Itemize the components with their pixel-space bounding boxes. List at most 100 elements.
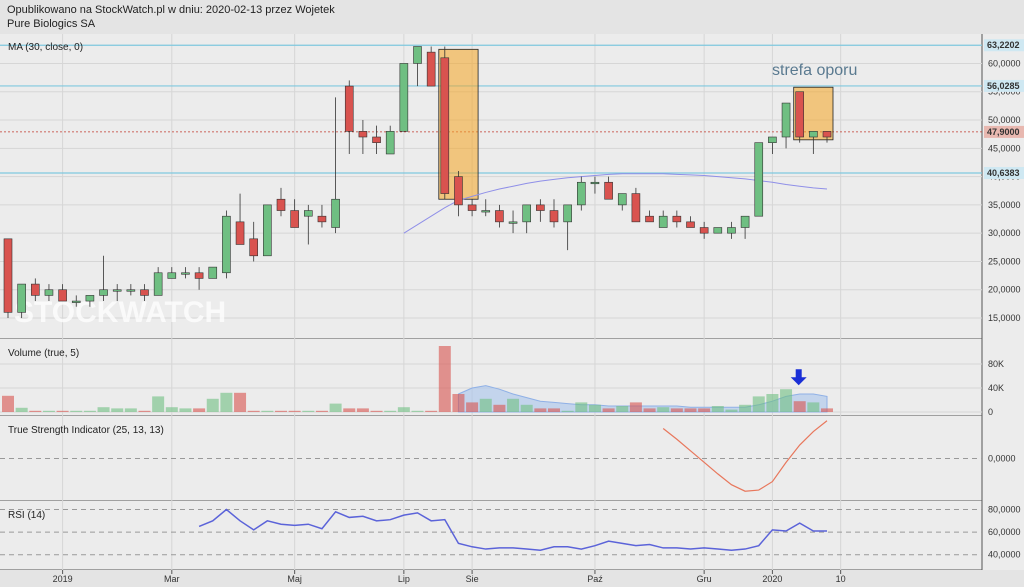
candle-body (631, 193, 641, 223)
candle-body (426, 51, 436, 87)
candle-body (563, 204, 572, 223)
candle-body (44, 289, 54, 296)
volume-bar (343, 408, 356, 412)
watermark-text: STOCKWATCH (14, 296, 226, 329)
volume-tick-label: 0 (988, 407, 993, 417)
time-axis-label: Gru (697, 574, 712, 584)
volume-bar (56, 410, 69, 412)
time-axis-label: 2020 (762, 574, 782, 584)
candle-body (645, 215, 654, 223)
candle-body (795, 91, 805, 138)
volume-bar (684, 408, 697, 412)
rsi-tick-label: 60,0000 (988, 527, 1021, 537)
candle-body (454, 176, 463, 206)
candle-body (58, 289, 67, 302)
candle-body (85, 295, 95, 302)
candle-body (263, 204, 272, 257)
candle-body (317, 215, 327, 223)
candle-body (222, 215, 231, 274)
volume-bar (657, 407, 670, 412)
volume-bar (766, 394, 779, 412)
tsi-line (662, 420, 828, 492)
volume-bar (70, 410, 83, 412)
volume-bar (275, 410, 287, 412)
candle-body (399, 63, 409, 132)
volume-bar (698, 408, 711, 412)
volume-bar (152, 396, 165, 412)
candle-body (372, 136, 381, 143)
candle-body (153, 272, 163, 296)
rsi-tick-label: 40,0000 (988, 550, 1021, 560)
candle-body (194, 272, 204, 279)
pane-title: RSI (14) (8, 510, 45, 521)
level-label: 40,6383 (987, 168, 1020, 178)
volume-bar (2, 395, 14, 412)
volume-bar (124, 408, 137, 412)
volume-bar (752, 396, 765, 412)
candle-body (249, 238, 258, 257)
volume-bar (725, 409, 738, 412)
candle-body (522, 204, 532, 223)
candle-body (672, 215, 682, 223)
candle-body (536, 204, 545, 211)
volume-bar (507, 398, 520, 412)
candle-body (358, 131, 368, 138)
volume-bar (602, 408, 615, 412)
price-tick-label: 35,0000 (988, 200, 1021, 210)
candle-body (290, 210, 299, 228)
candle-body (112, 289, 122, 292)
volume-bar (711, 406, 724, 412)
volume-average-area (457, 385, 828, 413)
candle-body (276, 198, 286, 211)
volume-bar (520, 404, 533, 412)
volume-bar (97, 407, 110, 412)
candle-body (617, 193, 627, 206)
volume-bar (329, 403, 342, 412)
volume-bar (739, 404, 752, 412)
candle-body (99, 289, 108, 296)
volume-bar (247, 410, 260, 412)
chart-annotation: strefa oporu (772, 62, 857, 79)
volume-bar (397, 407, 410, 412)
current-price-label-background (984, 125, 1024, 138)
pane-background-3 (0, 501, 982, 570)
rsi-line (198, 508, 827, 551)
volume-bar (493, 404, 506, 412)
candle-body (467, 204, 477, 211)
rsi-tick-label: 80,0000 (988, 505, 1021, 515)
candle-body (658, 215, 668, 228)
candle-body (140, 289, 149, 296)
candle-body (740, 215, 750, 228)
volume-bar (302, 410, 315, 412)
time-axis-label: Maj (287, 574, 302, 584)
candle-body (508, 221, 518, 224)
volume-bar (179, 408, 192, 412)
candle-body (71, 300, 81, 303)
volume-bar (452, 394, 465, 412)
time-axis-label: Sie (466, 574, 479, 584)
candle-body (768, 136, 777, 143)
candle-body (822, 131, 832, 138)
candle-body (440, 57, 450, 194)
volume-bar (575, 402, 588, 412)
volume-bar (15, 407, 28, 412)
volume-bar (384, 410, 397, 412)
volume-bar (807, 402, 820, 412)
volume-bar (821, 408, 833, 412)
price-tick-label: 15,0000 (988, 313, 1021, 323)
volume-tick-label: 80K (988, 359, 1004, 369)
volume-tick-label: 40K (988, 383, 1004, 393)
volume-bar (780, 389, 793, 412)
price-tick-label: 20,0000 (988, 285, 1021, 295)
candle-body (713, 227, 723, 234)
candle-body (549, 210, 559, 223)
volume-bar (42, 410, 55, 412)
pane-title: MA (30, close, 0) (8, 42, 83, 53)
chart-header: Opublikowano na StockWatch.pl w dniu: 20… (0, 0, 1024, 34)
volume-bar (315, 410, 328, 412)
price-tick-label: 60,0000 (988, 58, 1021, 68)
candle-body (30, 283, 40, 296)
pane-title: Volume (true, 5) (8, 348, 79, 359)
candle-body (781, 102, 791, 138)
time-axis-label: Mar (164, 574, 180, 584)
